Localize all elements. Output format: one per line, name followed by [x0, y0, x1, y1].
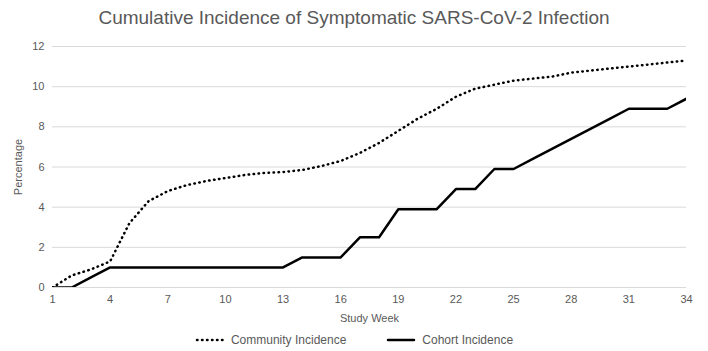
svg-text:22: 22 [450, 293, 462, 305]
svg-text:4: 4 [38, 201, 44, 213]
svg-text:6: 6 [38, 161, 44, 173]
html-text:Community Incidence: Community Incidence [230, 333, 347, 347]
svg-text:12: 12 [32, 40, 44, 52]
svg-text:1: 1 [49, 293, 55, 305]
svg-text:2: 2 [38, 241, 44, 253]
svg-text:34: 34 [680, 293, 692, 305]
svg-text:28: 28 [565, 293, 577, 305]
svg-text:13: 13 [277, 293, 289, 305]
svg-text:16: 16 [335, 293, 347, 305]
svg-text:25: 25 [507, 293, 519, 305]
svg-text:10: 10 [32, 80, 44, 92]
svg-text:19: 19 [392, 293, 404, 305]
svg-text:8: 8 [38, 120, 44, 132]
svg-text:10: 10 [219, 293, 231, 305]
svg-text:0: 0 [38, 281, 44, 293]
svg-text:7: 7 [165, 293, 171, 305]
svg-text:Study Week: Study Week [340, 312, 400, 324]
svg-text:4: 4 [107, 293, 113, 305]
html-text:Cumulative Incidence of Sympto: Cumulative Incidence of Symptomatic SARS… [98, 7, 610, 28]
svg-text:31: 31 [623, 293, 635, 305]
svg-text:Percentage: Percentage [12, 139, 24, 195]
html-text:Cohort Incidence: Cohort Incidence [422, 333, 514, 347]
